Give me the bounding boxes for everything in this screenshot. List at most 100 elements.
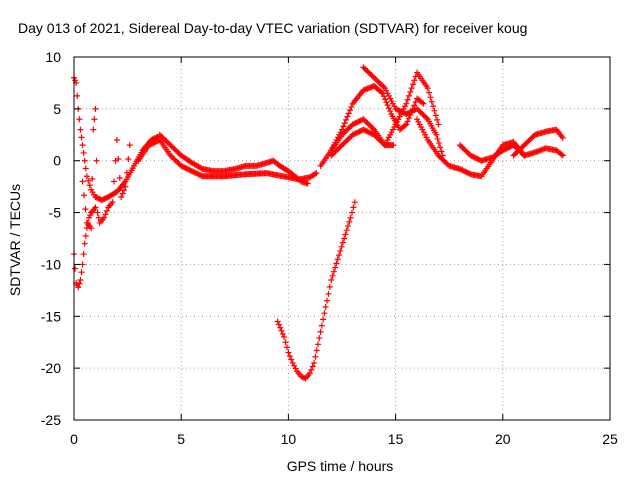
data-point <box>281 334 288 341</box>
data-point <box>424 85 431 92</box>
data-point <box>368 130 375 137</box>
data-point <box>282 339 289 346</box>
data-point <box>347 214 354 221</box>
data-points <box>71 64 566 382</box>
data-point <box>82 232 89 239</box>
data-point <box>318 322 325 329</box>
data-point <box>322 303 329 310</box>
data-point <box>74 92 81 99</box>
data-point <box>333 260 340 267</box>
data-point <box>502 146 509 153</box>
x-tick-label: 20 <box>495 431 511 447</box>
y-tick-label: -20 <box>41 360 61 376</box>
series-arc-afternoon-4 <box>360 64 446 159</box>
data-point <box>88 225 95 232</box>
data-point <box>301 374 308 381</box>
y-tick-label: -15 <box>41 308 61 324</box>
data-point <box>179 163 186 170</box>
data-point <box>109 199 116 206</box>
data-point <box>283 344 290 351</box>
data-point <box>460 167 467 174</box>
data-point <box>407 109 414 116</box>
data-point <box>338 243 345 250</box>
data-point <box>186 166 193 173</box>
data-point <box>352 130 359 137</box>
data-point <box>314 341 321 348</box>
data-point <box>93 157 100 164</box>
data-point <box>76 116 83 123</box>
data-point <box>397 108 404 115</box>
data-point <box>467 152 474 159</box>
data-point <box>101 214 108 221</box>
data-point <box>459 167 466 174</box>
series-arc-early-lower <box>71 204 99 291</box>
data-point <box>410 107 417 114</box>
data-point <box>360 126 367 133</box>
data-point <box>392 105 399 112</box>
data-point <box>126 142 133 149</box>
data-point <box>111 178 118 185</box>
data-point <box>501 146 508 153</box>
series-arc-late-3 <box>510 126 566 159</box>
data-point <box>558 151 565 158</box>
data-point <box>505 144 512 151</box>
data-point <box>148 140 155 147</box>
data-point <box>320 316 327 323</box>
data-point <box>463 169 470 176</box>
data-point <box>428 98 435 105</box>
data-point <box>79 178 86 185</box>
data-point <box>194 170 201 177</box>
data-point <box>151 139 158 146</box>
data-point <box>278 327 285 334</box>
data-point <box>187 167 194 174</box>
data-point <box>407 89 414 96</box>
data-point <box>456 166 463 173</box>
data-point <box>503 145 510 152</box>
data-point <box>506 144 513 151</box>
data-point <box>91 116 98 123</box>
data-point <box>433 131 440 138</box>
data-point <box>420 100 427 107</box>
data-point <box>77 276 84 283</box>
data-point <box>404 96 411 103</box>
y-tick-label: -10 <box>41 256 61 272</box>
data-point <box>86 182 93 189</box>
y-tick-label: 5 <box>53 101 61 117</box>
data-point <box>349 131 356 138</box>
data-point <box>403 121 410 128</box>
data-point <box>466 170 473 177</box>
data-point <box>125 155 132 162</box>
data-point <box>395 107 402 114</box>
data-point <box>78 134 85 141</box>
data-point <box>311 359 318 366</box>
data-point <box>352 120 359 127</box>
data-point <box>559 152 566 159</box>
data-point <box>188 168 195 175</box>
data-point <box>90 126 97 133</box>
data-point <box>103 207 110 214</box>
data-point <box>325 290 332 297</box>
data-point <box>83 173 90 180</box>
data-point <box>435 140 442 147</box>
data-point <box>412 106 419 113</box>
data-point <box>95 214 102 221</box>
data-point <box>353 119 360 126</box>
data-point <box>82 206 89 213</box>
data-point <box>434 135 441 142</box>
data-point <box>351 131 358 138</box>
data-point <box>349 209 356 216</box>
data-point <box>423 114 430 121</box>
data-point <box>351 120 358 127</box>
data-point <box>462 168 469 175</box>
data-point <box>116 175 123 181</box>
data-point <box>346 218 353 225</box>
data-point <box>345 110 352 117</box>
data-point <box>403 100 410 107</box>
data-point <box>359 116 366 123</box>
data-point <box>82 165 89 172</box>
data-point <box>113 136 120 143</box>
data-point <box>308 366 315 373</box>
data-point <box>332 264 339 271</box>
data-point <box>438 148 445 155</box>
data-point <box>405 115 412 122</box>
